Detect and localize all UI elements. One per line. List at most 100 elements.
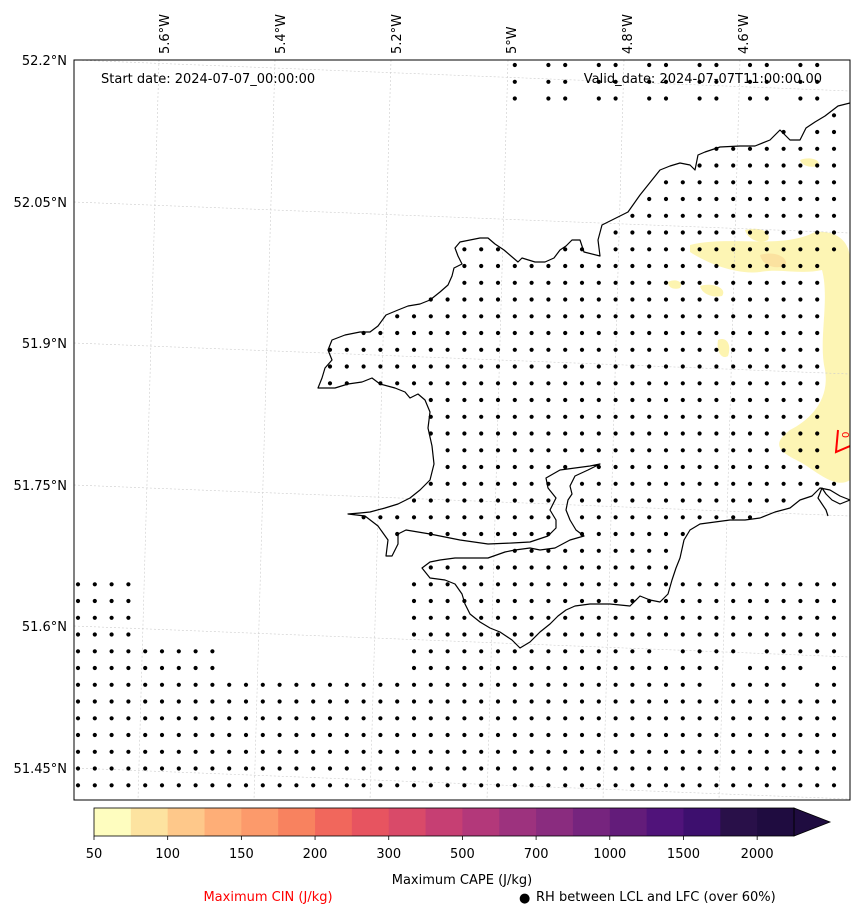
rh-dot [327,766,333,771]
rh-dot [445,732,450,738]
rh-dot [462,732,467,738]
rh-dot [227,749,232,754]
rh-dot [747,515,753,520]
colorbar-segment [462,808,500,836]
rh-dot [327,381,333,386]
rh-dot [479,582,484,587]
rh-dot [462,263,467,269]
rh-dot [630,716,635,721]
rh-dot [613,414,618,419]
rh-dot [512,732,517,738]
rh-dot [731,196,736,202]
rh-dot [243,766,249,771]
rh-dot [462,247,467,252]
rh-dot [428,783,433,788]
rh-dot [647,247,652,252]
rh-dot [159,749,165,754]
rh-dot [109,749,114,754]
rh-dot [512,682,517,687]
rh-dot [781,716,786,721]
rh-dot [428,582,433,587]
rh-dot [395,682,400,687]
rh-dot [495,749,501,754]
colorbar-extend-arrow [793,807,832,837]
rh-dot [579,565,585,570]
rh-dot [731,699,736,704]
rh-dot [831,699,837,704]
rh-dot [781,481,786,486]
rh-dot [546,632,551,637]
rh-dot [831,598,837,604]
rh-dot [764,163,769,168]
rh-dot [462,431,467,436]
rh-dot [411,665,417,671]
rh-dot [378,682,383,687]
rh-dot [462,314,467,319]
rh-dot [462,498,467,503]
colorbar-segment [388,808,427,836]
rh-dot [395,330,400,336]
colorbar-segment [572,808,611,836]
rh-dot [663,783,669,788]
colorbar-frame [93,807,795,837]
rh-dot [680,783,685,788]
rh-dot [764,314,769,319]
rh-dot [731,397,736,403]
rh-dot [613,431,618,436]
rh-dot [747,448,753,453]
rh-dot [815,96,820,101]
rh-dot [75,699,81,704]
rh-dot [647,431,652,436]
rh-dot [563,297,568,302]
rh-dot [546,716,551,721]
rh-dot [630,632,635,637]
rh-dot [697,582,702,587]
rh-dot [143,665,148,671]
rh-dot [495,783,501,788]
rh-dot [647,381,652,386]
rh-dot [764,649,769,654]
rh-dot [277,699,282,704]
rh-dot [747,79,753,84]
rh-dot [563,414,568,419]
rh-dot [781,582,786,587]
rh-dot [697,632,702,637]
rh-dot [663,699,669,704]
rh-dot [815,163,820,168]
rh-dot [512,464,517,470]
rh-dot [630,732,635,738]
rh-dot [731,749,736,754]
rh-dot [798,632,803,637]
rh-dot [529,766,534,771]
rh-dot [647,263,652,269]
rh-dot [697,297,702,302]
rh-dot [512,79,517,84]
rh-dot [529,330,534,336]
rh-dot [563,598,568,604]
rh-dot [277,766,282,771]
rh-dot [445,682,450,687]
rh-dot [495,632,501,637]
rh-dot [495,699,501,704]
rh-dot [714,96,719,101]
rh-dot [697,665,702,671]
rh-dot [563,582,568,587]
colorbar-segment [646,808,684,836]
rh-dot [411,582,417,587]
rh-dot [596,598,601,604]
rh-dot [344,364,349,369]
rh-dot [378,766,383,771]
rh-dot [731,464,736,470]
rh-dot [815,783,820,788]
rh-dot [529,364,534,369]
rh-dot [613,565,618,570]
rh-dot [227,783,232,788]
rh-dot [546,263,551,269]
colorbar-tick-label: 700 [524,847,549,862]
rh-dot [764,498,769,503]
rh-dot [714,615,719,620]
rh-dot [495,297,501,302]
rh-dot [546,381,551,386]
rh-dot [613,247,618,252]
rh-dot [495,582,501,587]
